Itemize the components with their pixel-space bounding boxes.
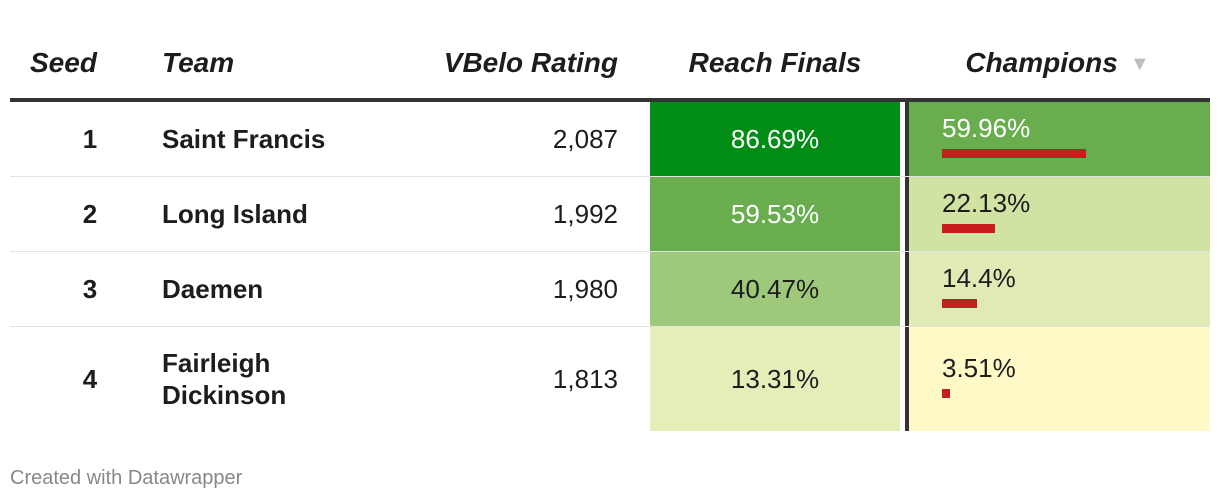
table-row: 2 Long Island 1,992 59.53% 22.13% (10, 177, 1210, 252)
team-cell: Daemen (162, 274, 264, 304)
header-rating[interactable]: VBelo Rating (443, 47, 618, 78)
champions-cell: 3.51% (905, 327, 1210, 431)
table-row: 4 Fairleigh Dickinson 1,813 13.31% 3.51% (10, 327, 1210, 431)
champions-bar (942, 388, 951, 398)
header-champions-label: Champions (965, 47, 1118, 78)
table-row: 3 Daemen 1,980 40.47% 14.4% (10, 252, 1210, 327)
header-reach-finals[interactable]: Reach Finals (688, 47, 862, 78)
footer-credit[interactable]: Created with Datawrapper (10, 467, 243, 489)
reach-finals-cell: 59.53% (650, 177, 900, 251)
table-header: Seed Team VBelo Rating Reach Finals Cham… (10, 28, 1210, 102)
table-row: 1 Saint Francis 2,087 86.69% 59.96% (10, 102, 1210, 177)
champions-cell: 22.13% (905, 177, 1210, 251)
header-champions[interactable]: Champions ▼ (905, 28, 1210, 98)
sort-desc-icon: ▼ (1129, 53, 1150, 75)
seed-cell: 2 (82, 198, 98, 229)
champions-bar (942, 148, 1086, 158)
reach-finals-cell: 13.31% (650, 327, 900, 431)
seed-cell: 4 (82, 363, 98, 394)
rating-cell: 1,980 (552, 273, 618, 304)
champions-cell: 14.4% (905, 252, 1210, 326)
team-cell: Saint Francis (162, 124, 326, 154)
seed-cell: 1 (82, 123, 98, 154)
team-cell: Long Island (162, 199, 308, 229)
champions-cell: 59.96% (905, 102, 1210, 176)
reach-finals-cell: 40.47% (650, 252, 900, 326)
reach-finals-cell: 86.69% (650, 102, 900, 176)
seed-cell: 3 (82, 273, 98, 304)
champions-value: 59.96% (942, 112, 1031, 143)
champions-bar (942, 223, 996, 233)
champions-value: 14.4% (942, 262, 1016, 293)
champions-value: 22.13% (942, 187, 1031, 218)
rating-cell: 1,813 (552, 363, 618, 394)
rating-cell: 2,087 (552, 123, 618, 154)
team-cell: Fairleigh Dickinson (162, 348, 287, 410)
rating-cell: 1,992 (552, 198, 618, 229)
champions-bar (942, 298, 977, 308)
header-team[interactable]: Team (162, 47, 235, 78)
data-table: Seed Team VBelo Rating Reach Finals Cham… (10, 28, 1210, 431)
header-seed[interactable]: Seed (30, 47, 97, 78)
champions-value: 3.51% (942, 352, 1016, 383)
